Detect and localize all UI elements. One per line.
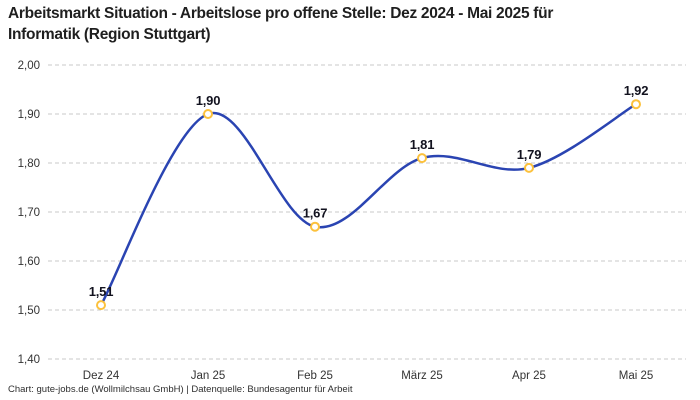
data-point-marker <box>631 99 641 110</box>
data-point-label: 1,90 <box>196 93 221 108</box>
data-point-label: 1,67 <box>303 206 328 221</box>
data-point-label: 1,51 <box>89 284 114 299</box>
data-point-label: 1,81 <box>410 137 435 152</box>
y-axis-tick-label: 1,60 <box>18 256 40 268</box>
y-axis-tick-label: 1,80 <box>18 158 40 170</box>
y-axis-tick-label: 1,50 <box>18 305 40 317</box>
chart-title: Arbeitsmarkt Situation - Arbeitslose pro… <box>8 3 692 45</box>
data-point-marker <box>524 162 534 173</box>
x-axis-tick-label: März 25 <box>401 370 443 382</box>
x-axis-tick-label: Mai 25 <box>619 370 654 382</box>
y-axis-tick-label: 1,40 <box>18 354 40 366</box>
y-axis-tick-label: 2,00 <box>18 60 40 72</box>
series-line <box>99 102 638 307</box>
data-point-label: 1,92 <box>624 83 649 98</box>
x-axis-tick-label: Feb 25 <box>297 370 333 382</box>
y-axis-tick-label: 1,90 <box>18 109 40 121</box>
x-axis-tick-label: Apr 25 <box>512 370 546 382</box>
data-point-marker <box>203 109 213 119</box>
y-axis-tick-label: 1,70 <box>18 207 40 219</box>
data-point-marker <box>96 300 106 311</box>
x-axis-tick-label: Jan 25 <box>191 370 226 382</box>
x-axis-tick-label: Dez 24 <box>83 370 120 382</box>
attribution-text: Chart: gute-jobs.de (Wollmilchsau GmbH) … <box>8 384 353 395</box>
data-point-marker <box>310 221 320 232</box>
data-point-label: 1,79 <box>517 147 542 162</box>
chart-title-line-2: Informatik (Region Stuttgart) <box>8 26 211 43</box>
chart-title-line-1: Arbeitsmarkt Situation - Arbeitslose pro… <box>8 5 554 22</box>
data-point-marker <box>417 153 427 164</box>
